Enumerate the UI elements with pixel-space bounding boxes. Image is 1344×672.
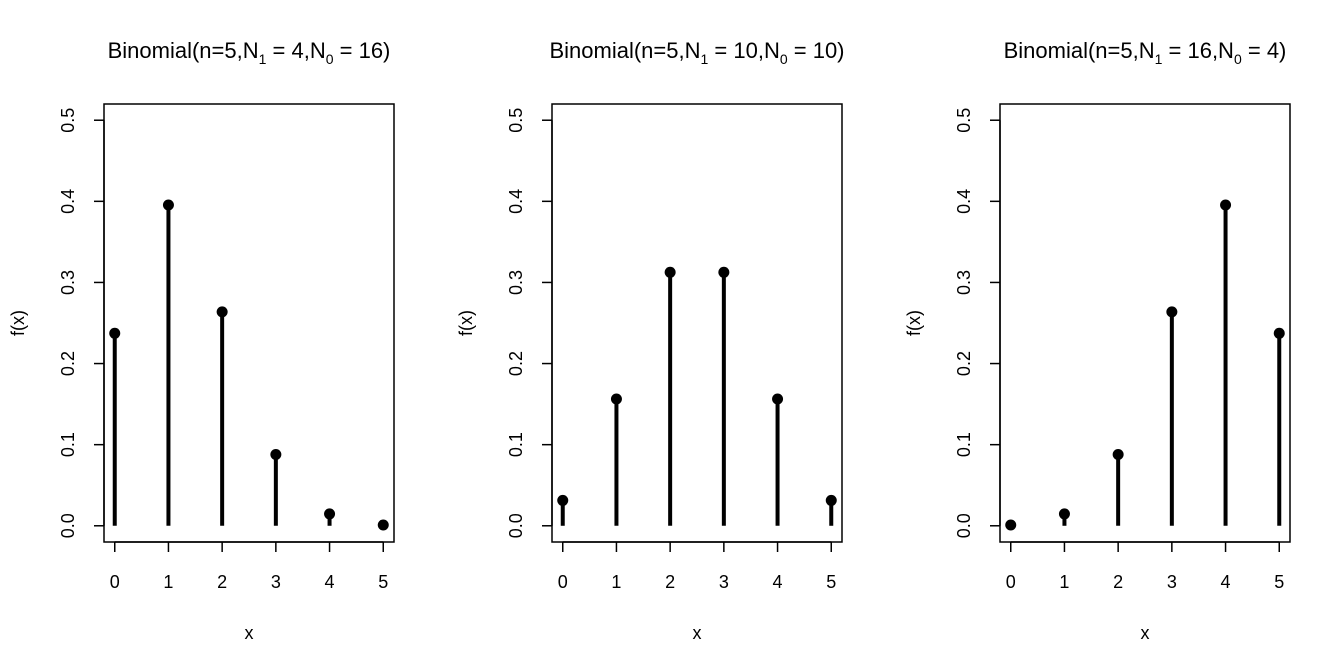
title-text: = 16) xyxy=(334,38,391,63)
point-1-3 xyxy=(270,448,282,460)
y-tick-label-1-1: 0.1 xyxy=(58,432,78,457)
chart-panel-1: Binomial(n=5,N1 = 4,N0 = 16)0 1 2 3 4 50.00.1… xyxy=(8,38,395,643)
point-2-3 xyxy=(718,266,730,278)
plot-frame-2 xyxy=(551,103,843,543)
title-subscript: 0 xyxy=(780,51,788,67)
y-axis-label-1: f(x) xyxy=(8,310,28,336)
y-tick-label-3-4: 0.4 xyxy=(954,189,974,214)
point-2-4 xyxy=(772,393,784,405)
point-1-1 xyxy=(162,199,174,211)
x-tick-label-2-0: 0 xyxy=(558,572,568,592)
y-axis-label-3: f(x) xyxy=(904,310,924,336)
point-3-4 xyxy=(1220,199,1232,211)
point-2-0 xyxy=(557,494,569,506)
point-2-1 xyxy=(610,393,622,405)
y-tick-label-2-0: 0.0 xyxy=(506,513,526,538)
x-tick-label-2-4: 4 xyxy=(773,572,783,592)
chart-title-3: Binomial(n=5,N1 = 16,N0 = 4) xyxy=(1004,38,1287,67)
x-axis-label-1: x xyxy=(245,623,254,643)
y-tick-label-1-2: 0.2 xyxy=(58,351,78,376)
y-tick-label-1-5: 0.5 xyxy=(58,108,78,133)
title-subscript: 0 xyxy=(1234,51,1242,67)
x-axis-label-2: x xyxy=(693,623,702,643)
y-tick-label-3-0: 0.0 xyxy=(954,513,974,538)
y-axis-label-2: f(x) xyxy=(456,310,476,336)
x-tick-label-3-2: 2 xyxy=(1113,572,1123,592)
title-text: = 10) xyxy=(788,38,845,63)
x-tick-label-1-4: 4 xyxy=(325,572,335,592)
plot-frame-3 xyxy=(999,103,1291,543)
x-tick-label-3-0: 0 xyxy=(1006,572,1016,592)
chart-panel-2: Binomial(n=5,N1 = 10,N0 = 10)0 1 2 3 4 50.00.… xyxy=(456,38,845,643)
title-text: = 10,N xyxy=(708,38,780,63)
x-tick-label-2-2: 2 xyxy=(665,572,675,592)
point-3-3 xyxy=(1166,306,1178,318)
x-tick-label-1-5: 5 xyxy=(378,572,388,592)
chart-panel-3: Binomial(n=5,N1 = 16,N0 = 4)0 1 2 3 4 50.00.1… xyxy=(904,38,1291,643)
x-tick-label-1-2: 2 xyxy=(217,572,227,592)
title-text: = 4,N xyxy=(266,38,325,63)
y-tick-label-2-4: 0.4 xyxy=(506,189,526,214)
point-3-2 xyxy=(1112,448,1124,460)
x-tick-label-1-1: 1 xyxy=(163,572,173,592)
chart-title-1: Binomial(n=5,N1 = 4,N0 = 16) xyxy=(108,38,391,67)
title-subscript: 0 xyxy=(326,51,334,67)
x-tick-label-2-1: 1 xyxy=(611,572,621,592)
title-subscript: 1 xyxy=(259,51,267,67)
y-tick-label-3-5: 0.5 xyxy=(954,108,974,133)
y-tick-label-2-5: 0.5 xyxy=(506,108,526,133)
y-tick-label-2-1: 0.1 xyxy=(506,432,526,457)
y-tick-label-3-1: 0.1 xyxy=(954,432,974,457)
x-tick-label-3-3: 3 xyxy=(1167,572,1177,592)
x-tick-label-2-3: 3 xyxy=(719,572,729,592)
point-3-1 xyxy=(1058,508,1070,520)
point-3-5 xyxy=(1273,327,1285,339)
y-tick-label-2-2: 0.2 xyxy=(506,351,526,376)
y-tick-label-2-3: 0.3 xyxy=(506,270,526,295)
chart-title-2: Binomial(n=5,N1 = 10,N0 = 10) xyxy=(549,38,844,67)
title-subscript: 1 xyxy=(701,51,709,67)
title-text: Binomial(n=5,N xyxy=(549,38,700,63)
x-tick-label-1-0: 0 xyxy=(110,572,120,592)
point-1-2 xyxy=(216,306,228,318)
point-2-2 xyxy=(664,266,676,278)
x-axis-label-3: x xyxy=(1141,623,1150,643)
y-tick-label-1-3: 0.3 xyxy=(58,270,78,295)
y-tick-label-1-4: 0.4 xyxy=(58,189,78,214)
title-text: = 16,N xyxy=(1162,38,1234,63)
point-3-0 xyxy=(1005,519,1017,531)
x-tick-label-3-4: 4 xyxy=(1221,572,1231,592)
x-tick-label-1-3: 3 xyxy=(271,572,281,592)
y-tick-label-3-3: 0.3 xyxy=(954,270,974,295)
point-1-0 xyxy=(109,327,121,339)
x-tick-label-2-5: 5 xyxy=(826,572,836,592)
y-tick-label-3-2: 0.2 xyxy=(954,351,974,376)
point-1-4 xyxy=(324,508,336,520)
point-1-5 xyxy=(377,519,389,531)
x-tick-label-3-5: 5 xyxy=(1274,572,1284,592)
title-subscript: 1 xyxy=(1155,51,1163,67)
y-tick-label-1-0: 0.0 xyxy=(58,513,78,538)
title-text: Binomial(n=5,N xyxy=(108,38,259,63)
title-text: = 4) xyxy=(1242,38,1287,63)
plot-frame-1 xyxy=(103,103,395,543)
x-tick-label-3-1: 1 xyxy=(1059,572,1069,592)
title-text: Binomial(n=5,N xyxy=(1004,38,1155,63)
point-2-5 xyxy=(825,494,837,506)
